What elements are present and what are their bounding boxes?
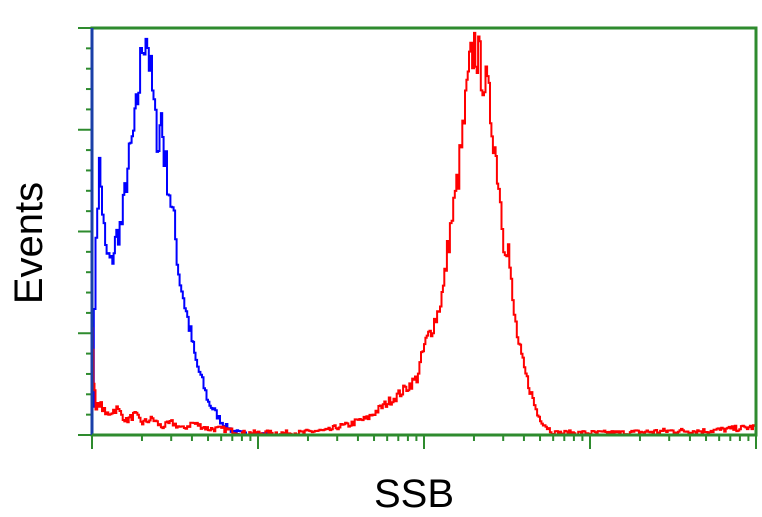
series-line-2	[91, 31, 757, 436]
series-group	[91, 31, 757, 436]
plot-background	[92, 28, 756, 435]
x-axis-title: SSB	[374, 472, 454, 516]
y-axis-title: Events	[7, 182, 51, 304]
